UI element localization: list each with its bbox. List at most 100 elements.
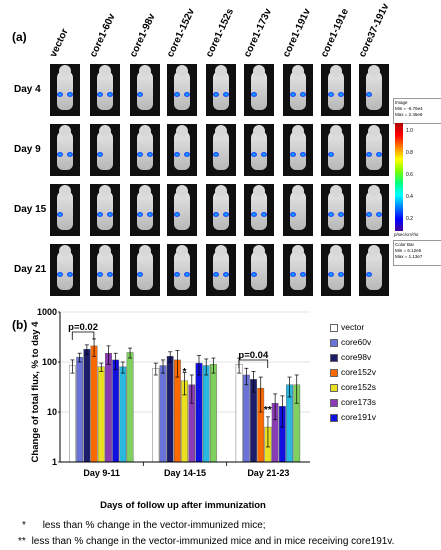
luminescence-spot	[174, 92, 180, 97]
image-box-max: Max = 2.45e6	[395, 112, 423, 117]
mouse-image	[359, 184, 389, 236]
y-tick-label: 100	[42, 357, 57, 367]
color-scale-ticks: 1.0 0.8 0.6 0.4 0.2	[406, 120, 413, 230]
luminescence-spot	[223, 92, 229, 97]
row-label: Day 9	[14, 144, 41, 155]
luminescence-spot	[137, 152, 143, 157]
mouse-image	[359, 124, 389, 176]
significance-star: **	[264, 405, 272, 416]
luminescence-spot	[107, 272, 113, 277]
bar	[242, 374, 250, 463]
bar	[119, 366, 127, 463]
luminescence-spot	[213, 92, 219, 97]
p-value-label: p=0.02	[68, 322, 98, 333]
luminescence-spot	[137, 272, 143, 277]
luminescence-spot	[338, 272, 344, 277]
luminescence-spot	[184, 152, 190, 157]
luminescence-spot	[107, 212, 113, 217]
mouse-image	[130, 124, 160, 176]
x-axis-label: Days of follow up after immunization	[100, 500, 266, 511]
mouse-image	[50, 64, 80, 116]
footnote-1-symbol: *	[22, 520, 26, 531]
luminescence-spot	[366, 272, 372, 277]
bar	[209, 364, 217, 463]
legend-swatch	[330, 383, 338, 392]
legend-item: core152s	[330, 382, 376, 392]
mouse-image	[321, 184, 351, 236]
mouse-image	[321, 244, 351, 296]
legend-item: core98v	[330, 352, 371, 362]
mouse-image	[206, 124, 236, 176]
mouse-image	[90, 64, 120, 116]
legend-swatch	[330, 368, 338, 377]
mouse-image	[130, 64, 160, 116]
mouse-image	[167, 184, 197, 236]
bar	[235, 364, 243, 463]
luminescence-spot	[213, 152, 219, 157]
luminescence-spot	[107, 92, 113, 97]
luminescence-spot	[213, 272, 219, 277]
significance-bracket	[238, 359, 269, 368]
legend-label: core152v	[341, 367, 376, 377]
legend-label: core173s	[341, 397, 376, 407]
y-axis-label: Change of total flux, % to day 4	[30, 321, 41, 463]
luminescence-spot	[184, 92, 190, 97]
luminescence-spot	[300, 92, 306, 97]
row-label: Day 4	[14, 84, 41, 95]
scale-unit: p/sec/cm²/sr	[394, 232, 419, 237]
mouse-image	[167, 124, 197, 176]
luminescence-spot	[338, 212, 344, 217]
mouse-image	[206, 64, 236, 116]
luminescence-spot	[328, 92, 334, 97]
luminescence-spot	[97, 212, 103, 217]
mouse-image	[130, 184, 160, 236]
luminescence-spot	[328, 212, 334, 217]
annotations: p=0.02p=0.04***	[68, 322, 272, 416]
legend-item: vector	[330, 322, 364, 332]
luminescence-spot	[290, 212, 296, 217]
legend-label: core191v	[341, 412, 376, 422]
mouse-image	[359, 64, 389, 116]
luminescence-spot	[57, 212, 63, 217]
panel-a-label: (a)	[12, 30, 27, 44]
luminescence-spot	[261, 152, 267, 157]
luminescence-spot	[213, 212, 219, 217]
luminescence-spot	[251, 92, 257, 97]
mouse-image	[244, 64, 274, 116]
luminescence-spot	[97, 92, 103, 97]
bar	[112, 359, 120, 463]
y-tick-label: 1000	[37, 307, 57, 317]
luminescence-spot	[251, 212, 257, 217]
mouse-image	[50, 124, 80, 176]
bar	[126, 352, 134, 463]
scale-tick: 1.0	[406, 128, 413, 134]
footnote-1: * less than % change in the vector-immun…	[22, 520, 266, 531]
mouse-image	[244, 184, 274, 236]
mouse-image	[283, 64, 313, 116]
bar	[195, 362, 203, 463]
mouse-image	[50, 244, 80, 296]
mouse-image	[90, 124, 120, 176]
luminescence-spot	[223, 272, 229, 277]
legend-label: vector	[341, 322, 365, 332]
mouse-image	[283, 244, 313, 296]
significance-star: *	[182, 367, 186, 378]
luminescence-spot	[251, 152, 257, 157]
mouse-image	[283, 124, 313, 176]
color-scale-bar	[395, 123, 403, 231]
luminescence-spot	[366, 152, 372, 157]
legend-item: core152v	[330, 367, 376, 377]
luminescence-spot	[174, 212, 180, 217]
bar	[202, 365, 210, 463]
legend-swatch	[330, 323, 338, 332]
luminescence-spot	[174, 272, 180, 277]
luminescence-spot	[290, 272, 296, 277]
legend-label: core152s	[341, 382, 376, 392]
luminescence-spot	[251, 272, 257, 277]
scale-tick: 0.2	[406, 216, 413, 222]
mouse-image	[167, 244, 197, 296]
luminescence-spot	[184, 272, 190, 277]
bar	[76, 356, 84, 463]
luminescence-spot	[147, 212, 153, 217]
x-tick-label: Day 14-15	[164, 468, 206, 478]
